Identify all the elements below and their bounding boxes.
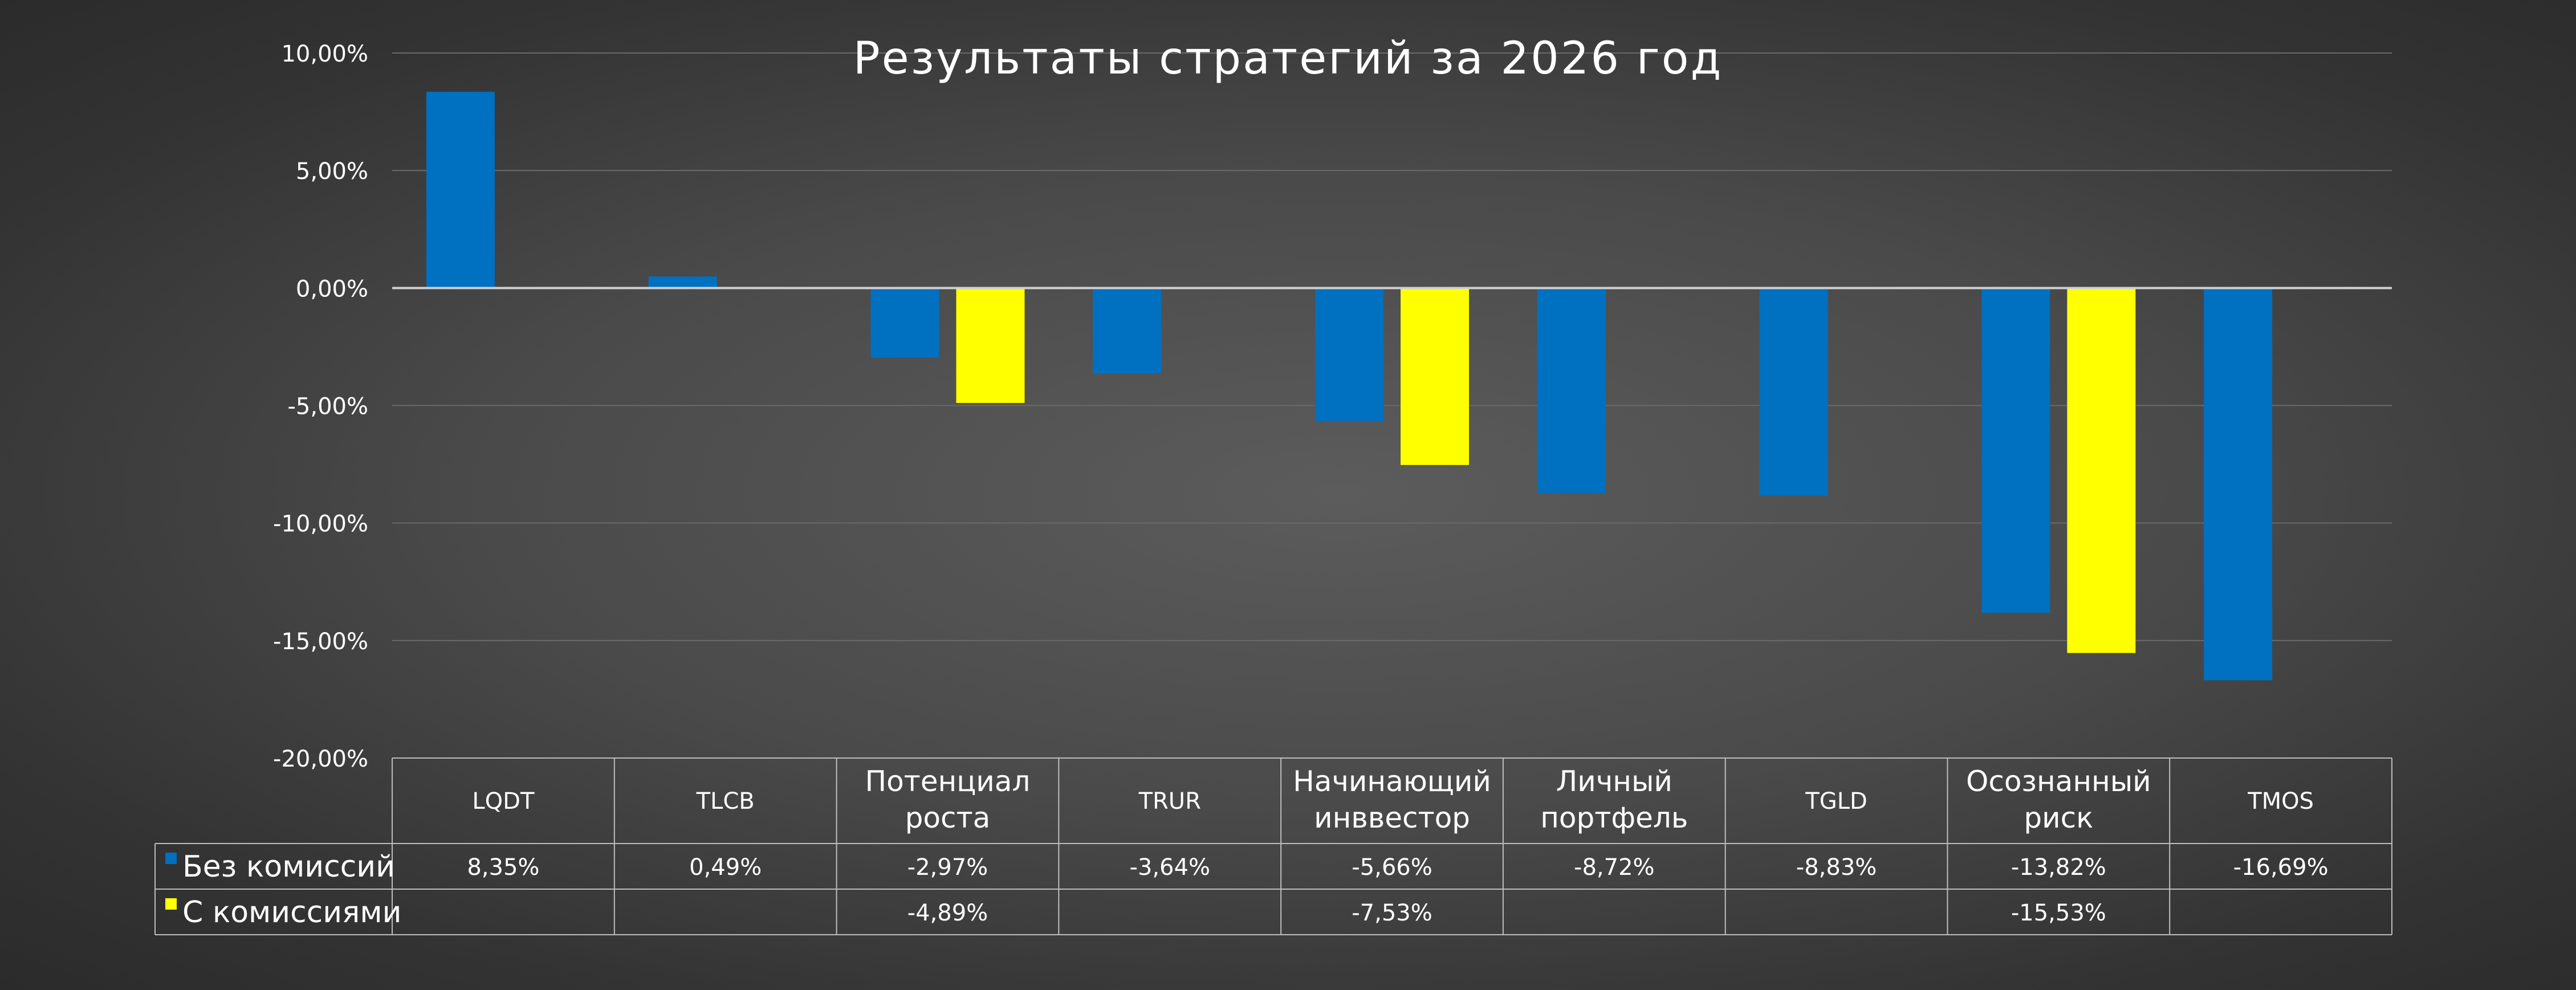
y-tick-label: -10,00% [273,511,368,537]
bar-bez-komissiy [1315,288,1383,421]
legend-label: Без комиссий [182,850,395,884]
data-label: -2,97% [907,854,988,881]
category-label: TLCB [696,788,755,814]
category-label: TGLD [1805,788,1867,814]
category-label: Осознанный [1966,765,2151,798]
y-tick-label: -5,00% [287,394,368,420]
category-label: риск [2024,801,2093,834]
category-label: роста [905,801,991,834]
y-tick-label: -15,00% [273,629,368,655]
category-label: TRUR [1138,788,1201,814]
data-label: -8,83% [1796,854,1877,881]
data-label: -13,82% [2011,854,2106,881]
bar-bez-komissiy [1759,288,1828,496]
legend-label: С комиссиями [182,895,401,930]
bar-s-komissiyami [2067,288,2136,653]
bar-bez-komissiy [870,288,939,358]
bar-bez-komissiy [426,92,495,288]
y-tick-label: 10,00% [281,41,368,67]
category-label: LQDT [472,788,535,814]
bar-bez-komissiy [648,276,717,288]
data-label: -4,89% [907,900,988,926]
category-label: Начинающий [1293,765,1491,798]
data-label: -7,53% [1352,900,1433,926]
legend-key [165,853,177,864]
legend-key [165,898,177,910]
y-tick-label: 5,00% [296,158,368,185]
bar-bez-komissiy [1093,288,1162,374]
bar-s-komissiyami [1401,288,1469,465]
category-label: инввестор [1314,801,1470,834]
bar-bez-komissiy [1981,288,2050,613]
category-label: TMOS [2247,788,2314,814]
data-label: -16,69% [2233,854,2329,881]
category-label: Потенциал [865,765,1030,798]
data-label: -8,72% [1574,854,1655,881]
bar-s-komissiyami [956,288,1025,403]
bar-bez-komissiy [1537,288,1606,493]
chart-title: Результаты стратегий за 2026 год [853,33,1723,84]
data-label: -5,66% [1352,854,1433,881]
data-label: -15,53% [2011,900,2106,926]
category-label: Личный [1556,765,1672,798]
y-tick-label: 0,00% [296,276,368,302]
data-label: 8,35% [467,854,539,881]
data-label: -3,64% [1129,854,1210,881]
data-label: 0,49% [689,854,762,881]
category-label: портфель [1540,801,1688,834]
y-tick-label: -20,00% [273,746,368,772]
bar-bez-komissiy [2204,288,2273,681]
